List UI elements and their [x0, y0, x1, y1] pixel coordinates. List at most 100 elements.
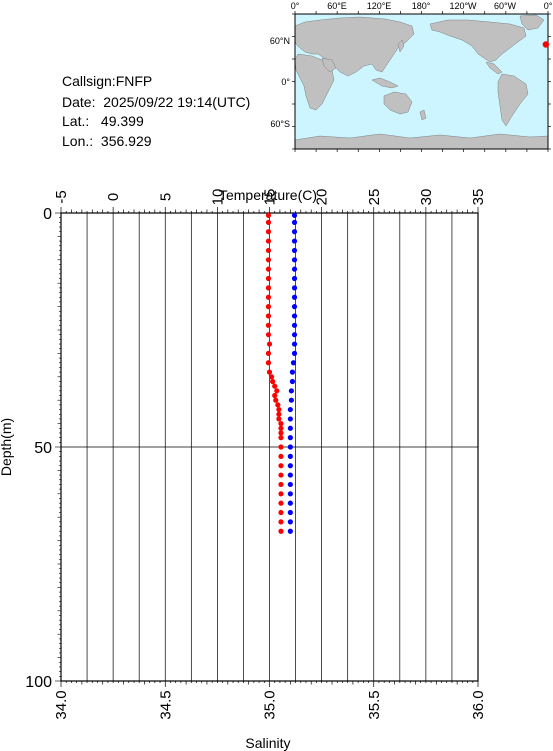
salinity-point — [287, 416, 293, 422]
temperature-point — [265, 360, 272, 366]
temperature-point — [272, 392, 278, 399]
temperature-point — [278, 528, 284, 534]
arabia-land — [321, 57, 337, 73]
station-marker — [542, 41, 550, 48]
salinity-point — [291, 247, 298, 254]
salinity-point — [291, 275, 298, 282]
map-land — [294, 14, 549, 150]
temperature-point — [278, 500, 284, 506]
temperature-point — [265, 266, 272, 272]
temperature-point — [265, 313, 272, 319]
temperature-point — [270, 378, 276, 385]
map-lon-label: 0° — [291, 1, 300, 11]
salinity-point — [287, 472, 293, 478]
salinity-point — [291, 238, 298, 244]
lon-label: Lon.: — [62, 133, 94, 149]
salinity-point — [287, 435, 293, 441]
grid-lines — [61, 213, 478, 681]
temperature-point — [278, 519, 284, 525]
lon-line: Lon.: 356.929 — [62, 132, 152, 151]
temperature-point — [278, 425, 284, 431]
temperature-tick-label: 0 — [105, 193, 122, 201]
temperature-point — [266, 341, 273, 347]
salinity-point — [291, 313, 298, 319]
temperature-point — [278, 463, 284, 469]
temperature-point — [265, 294, 272, 300]
temperature-point — [265, 304, 272, 310]
northamerica-land — [429, 19, 527, 63]
temperature-point — [278, 472, 284, 478]
temperature-point — [278, 435, 284, 441]
callsign-value: FNFP — [115, 73, 153, 89]
depth-tick-label: 100 — [25, 674, 52, 691]
salinity-point — [289, 369, 296, 375]
temperature-point — [278, 509, 284, 516]
salinity-point — [291, 257, 298, 263]
temperature-point — [272, 383, 278, 389]
temperature-point — [265, 257, 272, 263]
salinity-point — [287, 406, 293, 413]
temperature-point — [273, 397, 279, 403]
series-layer — [265, 212, 298, 534]
salinity-point — [291, 212, 298, 218]
callsign-label: Callsign: — [62, 73, 116, 89]
lon-value: 356.929 — [100, 133, 152, 149]
salinity-point — [291, 322, 298, 328]
temperature-point — [266, 369, 273, 375]
map-lon-label: 0° — [544, 1, 553, 11]
temperature-point — [265, 229, 272, 235]
map-lat-labels: 60°N 0° 60°S — [270, 36, 291, 129]
salinity-tick-label: 35.0 — [262, 690, 279, 719]
map-marker-layer — [542, 41, 550, 48]
depth-tick-label: 0 — [43, 206, 52, 223]
temperature-point — [278, 421, 284, 427]
salinity-point — [291, 266, 298, 272]
salinity-tick-label: 34.0 — [53, 690, 70, 719]
salinity-point — [291, 350, 298, 356]
temperature-point — [278, 481, 284, 488]
temperature-point — [265, 332, 272, 338]
map-ticks — [292, 11, 551, 152]
salinity-point — [287, 425, 293, 431]
map-lat-label: 60°N — [270, 36, 290, 46]
temperature-point — [265, 285, 272, 291]
salinity-tick-label: 34.5 — [157, 690, 174, 719]
salinity-point — [291, 219, 298, 225]
salinity-point — [291, 229, 298, 235]
salinity-point — [291, 341, 298, 347]
temperature-tick-label: 25 — [366, 189, 383, 206]
salinity-point — [287, 453, 293, 459]
salinity-point — [291, 285, 298, 291]
map-lon-label: 120°W — [449, 1, 477, 11]
temperature-point — [268, 374, 275, 380]
map-lon-label: 60°W — [494, 1, 517, 11]
date-line: Date: 2025/09/22 19:14(UTC) — [62, 93, 250, 112]
salinity-series — [287, 212, 298, 534]
depth-tick-label: 50 — [34, 440, 52, 457]
temperature-point — [265, 219, 272, 225]
australia-land — [383, 91, 413, 115]
temperature-tick-label: 10 — [209, 189, 226, 206]
salinity-point — [287, 500, 293, 506]
temperature-point — [265, 322, 272, 328]
map-lat-label: 0° — [281, 77, 290, 87]
temperature-point — [265, 350, 272, 356]
callsign-line: Callsign:FNFP — [62, 72, 152, 91]
salinity-point — [289, 378, 296, 385]
salinity-point — [291, 332, 298, 338]
salinity-point — [288, 388, 294, 394]
date-value: 2025/09/22 19:14(UTC) — [103, 94, 251, 110]
salinity-tick-label: 35.5 — [366, 690, 383, 719]
salinity-point — [287, 491, 293, 497]
salinity-point — [287, 509, 293, 516]
temperature-point — [265, 212, 272, 218]
eurasia-land — [294, 16, 415, 77]
temperature-point — [278, 430, 284, 436]
map-lon-label: 60°E — [327, 1, 347, 11]
temperature-point — [276, 411, 282, 417]
temperature-point — [265, 238, 272, 244]
temperature-point — [265, 247, 272, 254]
temperature-tick-label: -5 — [53, 190, 70, 203]
map-lat-label: 60°S — [270, 119, 290, 129]
